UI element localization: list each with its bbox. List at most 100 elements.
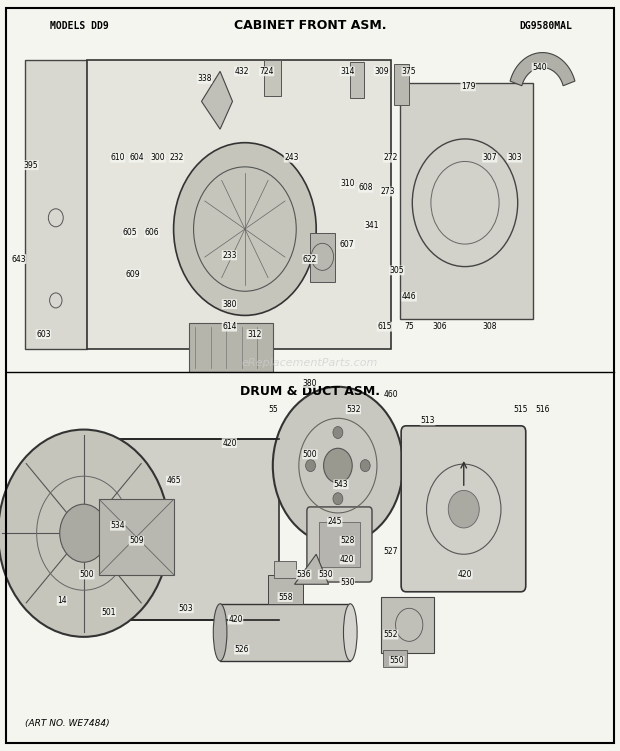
Text: 643: 643 bbox=[11, 255, 26, 264]
Text: 395: 395 bbox=[24, 161, 38, 170]
Text: 500: 500 bbox=[79, 570, 94, 579]
Text: 500: 500 bbox=[303, 450, 317, 459]
Text: 604: 604 bbox=[129, 153, 144, 162]
Text: 607: 607 bbox=[340, 240, 355, 249]
Bar bbox=[99, 499, 174, 575]
Text: 608: 608 bbox=[358, 183, 373, 192]
Text: 303: 303 bbox=[507, 153, 522, 162]
Text: 516: 516 bbox=[535, 405, 550, 414]
Text: 273: 273 bbox=[380, 187, 395, 196]
Text: 446: 446 bbox=[402, 292, 417, 301]
Bar bbox=[59, 439, 279, 620]
Text: 513: 513 bbox=[420, 416, 435, 425]
Circle shape bbox=[60, 504, 108, 562]
Text: 558: 558 bbox=[278, 593, 293, 602]
Text: 300: 300 bbox=[151, 153, 166, 162]
Text: 380: 380 bbox=[222, 300, 237, 309]
Text: 605: 605 bbox=[123, 228, 138, 237]
Polygon shape bbox=[202, 71, 232, 129]
Text: 14: 14 bbox=[57, 596, 67, 605]
Text: 380: 380 bbox=[303, 379, 317, 388]
Text: 341: 341 bbox=[365, 221, 379, 230]
Text: 527: 527 bbox=[383, 547, 398, 556]
Bar bbox=[381, 597, 434, 653]
Text: 540: 540 bbox=[532, 63, 547, 72]
Text: 603: 603 bbox=[36, 330, 51, 339]
Text: CABINET FRONT ASM.: CABINET FRONT ASM. bbox=[234, 19, 386, 32]
Text: 420: 420 bbox=[228, 615, 243, 624]
FancyBboxPatch shape bbox=[307, 507, 372, 582]
Text: 530: 530 bbox=[340, 578, 355, 587]
Text: 606: 606 bbox=[144, 228, 159, 237]
Text: eReplacementParts.com: eReplacementParts.com bbox=[242, 358, 378, 368]
Text: 530: 530 bbox=[318, 570, 333, 579]
Text: 420: 420 bbox=[458, 570, 472, 579]
Bar bbox=[87, 60, 391, 349]
Text: 75: 75 bbox=[404, 322, 414, 331]
Text: 614: 614 bbox=[222, 322, 237, 331]
Text: 465: 465 bbox=[166, 476, 181, 485]
Text: DG9580MAL: DG9580MAL bbox=[519, 20, 572, 31]
Text: 515: 515 bbox=[513, 405, 528, 414]
Ellipse shape bbox=[343, 604, 357, 661]
Circle shape bbox=[174, 143, 316, 315]
Text: 179: 179 bbox=[461, 82, 476, 91]
Bar bbox=[220, 604, 350, 661]
Circle shape bbox=[273, 387, 403, 544]
Bar bbox=[400, 83, 533, 319]
Text: 233: 233 bbox=[222, 251, 237, 260]
Bar bbox=[25, 60, 87, 349]
Text: 55: 55 bbox=[268, 405, 278, 414]
Text: 272: 272 bbox=[383, 153, 398, 162]
Text: 622: 622 bbox=[303, 255, 317, 264]
Bar bbox=[319, 522, 360, 567]
Circle shape bbox=[306, 460, 316, 472]
Text: 314: 314 bbox=[340, 67, 355, 76]
FancyBboxPatch shape bbox=[401, 426, 526, 592]
Text: 536: 536 bbox=[296, 570, 311, 579]
Text: 309: 309 bbox=[374, 67, 389, 76]
Text: 543: 543 bbox=[334, 480, 348, 489]
Bar bbox=[394, 64, 409, 105]
Text: 550: 550 bbox=[389, 656, 404, 665]
Text: 420: 420 bbox=[340, 555, 355, 564]
Bar bbox=[383, 650, 407, 667]
Bar bbox=[274, 561, 296, 578]
Circle shape bbox=[324, 448, 352, 483]
Text: 232: 232 bbox=[169, 153, 184, 162]
Text: 310: 310 bbox=[340, 179, 355, 189]
Text: 501: 501 bbox=[101, 608, 116, 617]
Bar bbox=[310, 233, 335, 282]
Polygon shape bbox=[510, 53, 575, 86]
Text: 552: 552 bbox=[383, 630, 398, 639]
Text: 528: 528 bbox=[340, 536, 355, 545]
Bar bbox=[350, 62, 364, 98]
Text: 307: 307 bbox=[482, 153, 497, 162]
Text: 724: 724 bbox=[259, 67, 274, 76]
Text: 534: 534 bbox=[110, 521, 125, 530]
Text: 509: 509 bbox=[129, 536, 144, 545]
Text: 503: 503 bbox=[179, 604, 193, 613]
Circle shape bbox=[448, 490, 479, 528]
Text: 308: 308 bbox=[482, 322, 497, 331]
Text: 375: 375 bbox=[402, 67, 417, 76]
Text: 245: 245 bbox=[327, 517, 342, 526]
Circle shape bbox=[360, 460, 370, 472]
Circle shape bbox=[333, 427, 343, 439]
Bar bbox=[189, 323, 273, 372]
Bar bbox=[264, 60, 281, 96]
Text: 420: 420 bbox=[222, 439, 237, 448]
Text: 306: 306 bbox=[433, 322, 448, 331]
Text: 610: 610 bbox=[110, 153, 125, 162]
Text: DRUM & DUCT ASM.: DRUM & DUCT ASM. bbox=[240, 385, 380, 398]
Text: 338: 338 bbox=[197, 74, 212, 83]
Text: 432: 432 bbox=[234, 67, 249, 76]
Circle shape bbox=[333, 493, 343, 505]
Text: 460: 460 bbox=[383, 390, 398, 399]
Text: 305: 305 bbox=[389, 266, 404, 275]
Circle shape bbox=[0, 430, 169, 637]
Text: 609: 609 bbox=[126, 270, 141, 279]
Text: (ART NO. WE7484): (ART NO. WE7484) bbox=[25, 719, 109, 728]
Text: 526: 526 bbox=[234, 645, 249, 654]
Bar bbox=[268, 575, 303, 604]
